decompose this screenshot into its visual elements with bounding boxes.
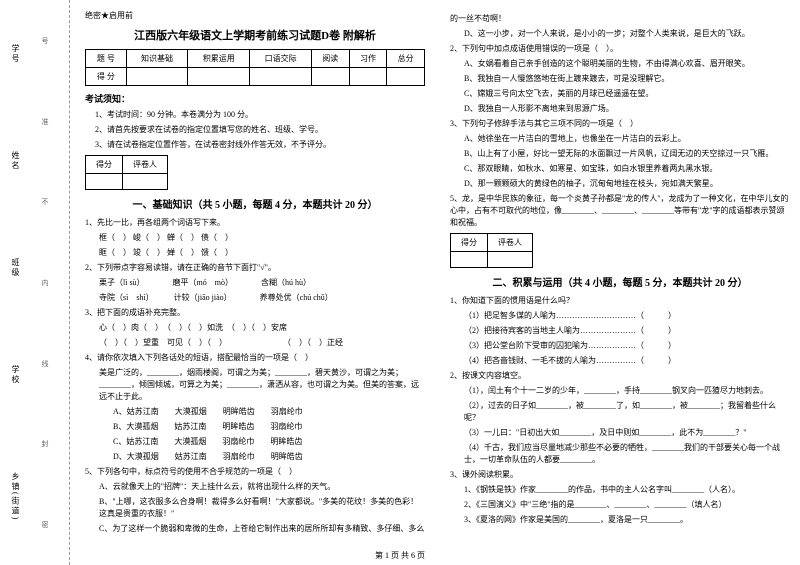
question-1-line: 框（ ） 峻（ ） 蝉（ ） 债（ ） <box>85 232 425 244</box>
question-4-opt: A、姑苏江南 大漠孤烟 明眸皓齿 羽扇纶巾 <box>85 406 425 418</box>
question-5-opt: B、"上哪，这衣服多么合身啊！裁得多么好看啊！"大家都说。"多美的花纹！多美的色… <box>85 496 425 520</box>
question-sub: 1、《钢铁是铁》作家________的作品，书中的主人公名字叫________（… <box>450 484 790 496</box>
notice-heading: 考试须知： <box>85 92 425 105</box>
question-opt: D、那一颗颗硕大的黄绿色的柚子，沉甸甸地挂在枝头，宛如满天繁星。 <box>450 178 790 190</box>
question-opt: D、这一小步，对一个人来说，是小小的一步；对整个人类来说，是巨大的飞跃。 <box>450 28 790 40</box>
score-cell <box>387 68 425 86</box>
section-1-title: 一、基础知识（共 5 小题，每题 4 分，本题共计 20 分） <box>85 196 425 211</box>
score-header: 总分 <box>387 50 425 68</box>
question-sub: （4）把吝啬钱财、一毛不拔的人喻为……………（ ） <box>450 355 790 367</box>
sec-cell <box>86 174 123 190</box>
question-sub: （3）把公堂台阶下受审的囚犯喻为………………（ ） <box>450 340 790 352</box>
notice-item: 2、请首先按要求在试卷的指定位置填写您的姓名、班级、学号。 <box>95 124 425 136</box>
question-sub: （4）千古，我们应当尽量地减少那些不必要的牺牲，________我们的干部要关心… <box>450 442 790 466</box>
question-r5: 5、龙，是中华民族的象征，每一个炎黄子孙都是"龙的传人"，龙成为了一种文化，在中… <box>450 193 790 229</box>
margin-label: 班级 <box>10 258 21 278</box>
sec-cell <box>451 252 488 268</box>
notice-item: 3、请在试卷指定位置作答，在试卷密封线外作答无效，不予评分。 <box>95 139 425 151</box>
question-opt: C、嫦娥三号向太空飞去，美丽的月球已经遥遥在望。 <box>450 88 790 100</box>
margin-label: 学校 <box>10 365 21 385</box>
score-cell <box>311 68 349 86</box>
margin-mark: 不 <box>40 198 50 205</box>
margin-label: 姓名 <box>10 151 21 171</box>
question-4-body: 美是广泛的，________，烟雨楼阁，可谓之为美；________，碧天黄沙，… <box>85 367 425 403</box>
sec-label: 评卷人 <box>123 156 168 174</box>
left-column: 绝密★启用前 江西版六年级语文上学期考前练习试题D卷 附解析 题 号 知识基础 … <box>85 10 425 538</box>
question-r1: 1、你知道下面的惯用语是什么吗？ <box>450 295 790 307</box>
question-4: 4、请你依次填入下列各话处的短语，搭配最恰当的一项是（ ） <box>85 352 425 364</box>
score-header: 习作 <box>349 50 387 68</box>
score-header: 阅读 <box>311 50 349 68</box>
section-2-title: 二、积累与运用（共 4 小题，每题 5 分，本题共计 20 分） <box>450 274 790 289</box>
score-header: 积累运用 <box>188 50 250 68</box>
margin-mark: 密 <box>40 521 50 528</box>
question-sub: （3）一儿曰："日初出大如________，及日中则如________，此不为_… <box>450 427 790 439</box>
margin-label: 学号 <box>10 44 21 64</box>
question-4-opt: D、大漠孤烟 姑苏江南 羽扇纶巾 明眸皓齿 <box>85 451 425 463</box>
question-2-line: 寺院（sì shì） 计较（jiāo jiào） 养尊处优（chú chǔ） <box>85 292 425 304</box>
question-3-line: 心（ ）肉（ ） （ ）（ ）如洗 （ ）（ ）安席 <box>85 322 425 334</box>
question-sub: （2）把接待宾客的当地主人喻为…………………（ ） <box>450 325 790 337</box>
score-header: 知识基础 <box>126 50 188 68</box>
question-5-opt: C、为了这样一个脆弱和卑微的生命，上苍给它制作出来的居所所却有多精致、多仔细、多… <box>85 523 425 535</box>
question-3-line: （ ）（ ）望重 可见（ ）（ ） （ ）（ ）正经 <box>85 337 425 349</box>
question-opt: D、我独自一人形影不离地来到思源广场。 <box>450 103 790 115</box>
question-sub: （1），闰土有个十一二岁的少年，________，手持________钢叉向一匹… <box>450 385 790 397</box>
question-3: 3、把下面的成语补充完整。 <box>85 307 425 319</box>
question-4-opt: C、姑苏江南 大漠孤烟 羽扇纶巾 明眸皓齿 <box>85 436 425 448</box>
score-cell <box>126 68 188 86</box>
question-5: 5、下列各句中，标点符号的使用不合乎规范的一项是（ ） <box>85 466 425 478</box>
question-opt: A、女娲看着自己亲手创造的这个聪明美丽的生物，不由得满心欢喜、眉开眼笑。 <box>450 58 790 70</box>
section-score-table: 得分 评卷人 <box>85 155 168 190</box>
score-cell <box>250 68 312 86</box>
sec-label: 得分 <box>451 234 488 252</box>
continuation-line: 的一丝不苟啊！ <box>450 13 790 25</box>
question-sub: 2、《三国演义》中"三绝"指的是________、________、______… <box>450 499 790 511</box>
question-sub: 3、《夏洛的网》作家是美国的________，夏洛是一只________。 <box>450 514 790 526</box>
question-5-opt: A、云就像天上的"招牌"：天上挂什么云，就将出现什么样的天气。 <box>85 481 425 493</box>
margin-mark: 号 <box>40 37 50 44</box>
question-opt: B、山上有了小屋，好比一望无际的水面飘过一片风帆，辽阔无边的天空掠过一只飞雁。 <box>450 148 790 160</box>
question-4-opt: B、大漠孤烟 姑苏江南 明眸皓齿 羽扇纶巾 <box>85 421 425 433</box>
right-column: 的一丝不苟啊！ D、这一小步，对一个人来说，是小小的一步；对整个人类来说，是巨大… <box>450 10 790 538</box>
question-1-line: 眶（ ） 竣（ ） 婵（ ） 馈（ ） <box>85 247 425 259</box>
sec-cell <box>488 252 533 268</box>
sec-label: 评卷人 <box>488 234 533 252</box>
page-footer: 第 1 页 共 6 页 <box>0 550 800 561</box>
score-cell <box>349 68 387 86</box>
question-opt: C、那双眼睛，如秋水、如寒星、如宝珠，如白水银里养着两丸黑水银。 <box>450 163 790 175</box>
secret-label: 绝密★启用前 <box>85 10 425 21</box>
score-header: 口语交际 <box>250 50 312 68</box>
question-opt: A、她徐坐在一片洁白的雪地上，也像坐在一片洁白的云彩上。 <box>450 133 790 145</box>
sec-cell <box>123 174 168 190</box>
score-header: 题 号 <box>86 50 127 68</box>
question-r2: 2、下列句中加点成语使用错误的一项是（ ）。 <box>450 43 790 55</box>
score-table: 题 号 知识基础 积累运用 口语交际 阅读 习作 总分 得 分 <box>85 49 425 86</box>
page-content: 绝密★启用前 江西版六年级语文上学期考前练习试题D卷 附解析 题 号 知识基础 … <box>85 10 790 538</box>
binding-margin: 学号 姓名 班级 学校 乡镇(街道) 号 准 不 内 线 封 密 <box>0 0 70 565</box>
question-opt: B、我独自一人慢悠悠地在街上踱来踱去，可是没理解它。 <box>450 73 790 85</box>
margin-mark: 线 <box>40 360 50 367</box>
notice-item: 1、考试时间：90 分钟。本卷满分为 100 分。 <box>95 109 425 121</box>
margin-mark: 准 <box>40 118 50 125</box>
margin-label: 乡镇(街道) <box>10 472 21 521</box>
score-row-label: 得 分 <box>86 68 127 86</box>
question-sub: （1）把足智多谋的人喻为…………………………（ ） <box>450 310 790 322</box>
question-sub: （2），过去的日子如________，被________了，如________，… <box>450 400 790 424</box>
section-score-table: 得分 评卷人 <box>450 233 533 268</box>
question-r3: 3、下列句子修辞手法与其它三项不同的一项是（ ） <box>450 118 790 130</box>
margin-mark: 内 <box>40 279 50 286</box>
score-cell <box>188 68 250 86</box>
question-2-line: 栗子（lì sù） 磨平（mó mò） 含糊（hú hù） <box>85 277 425 289</box>
margin-mark: 封 <box>40 440 50 447</box>
question-r3b: 3、课外阅读积累。 <box>450 469 790 481</box>
question-1: 1、先比一比，再各组两个词语写下来。 <box>85 217 425 229</box>
sec-label: 得分 <box>86 156 123 174</box>
question-2: 2、下列带点字容易读错，请在正确的音节下面打"√"。 <box>85 262 425 274</box>
question-r2b: 2、按课文内容填空。 <box>450 370 790 382</box>
exam-title: 江西版六年级语文上学期考前练习试题D卷 附解析 <box>85 27 425 43</box>
